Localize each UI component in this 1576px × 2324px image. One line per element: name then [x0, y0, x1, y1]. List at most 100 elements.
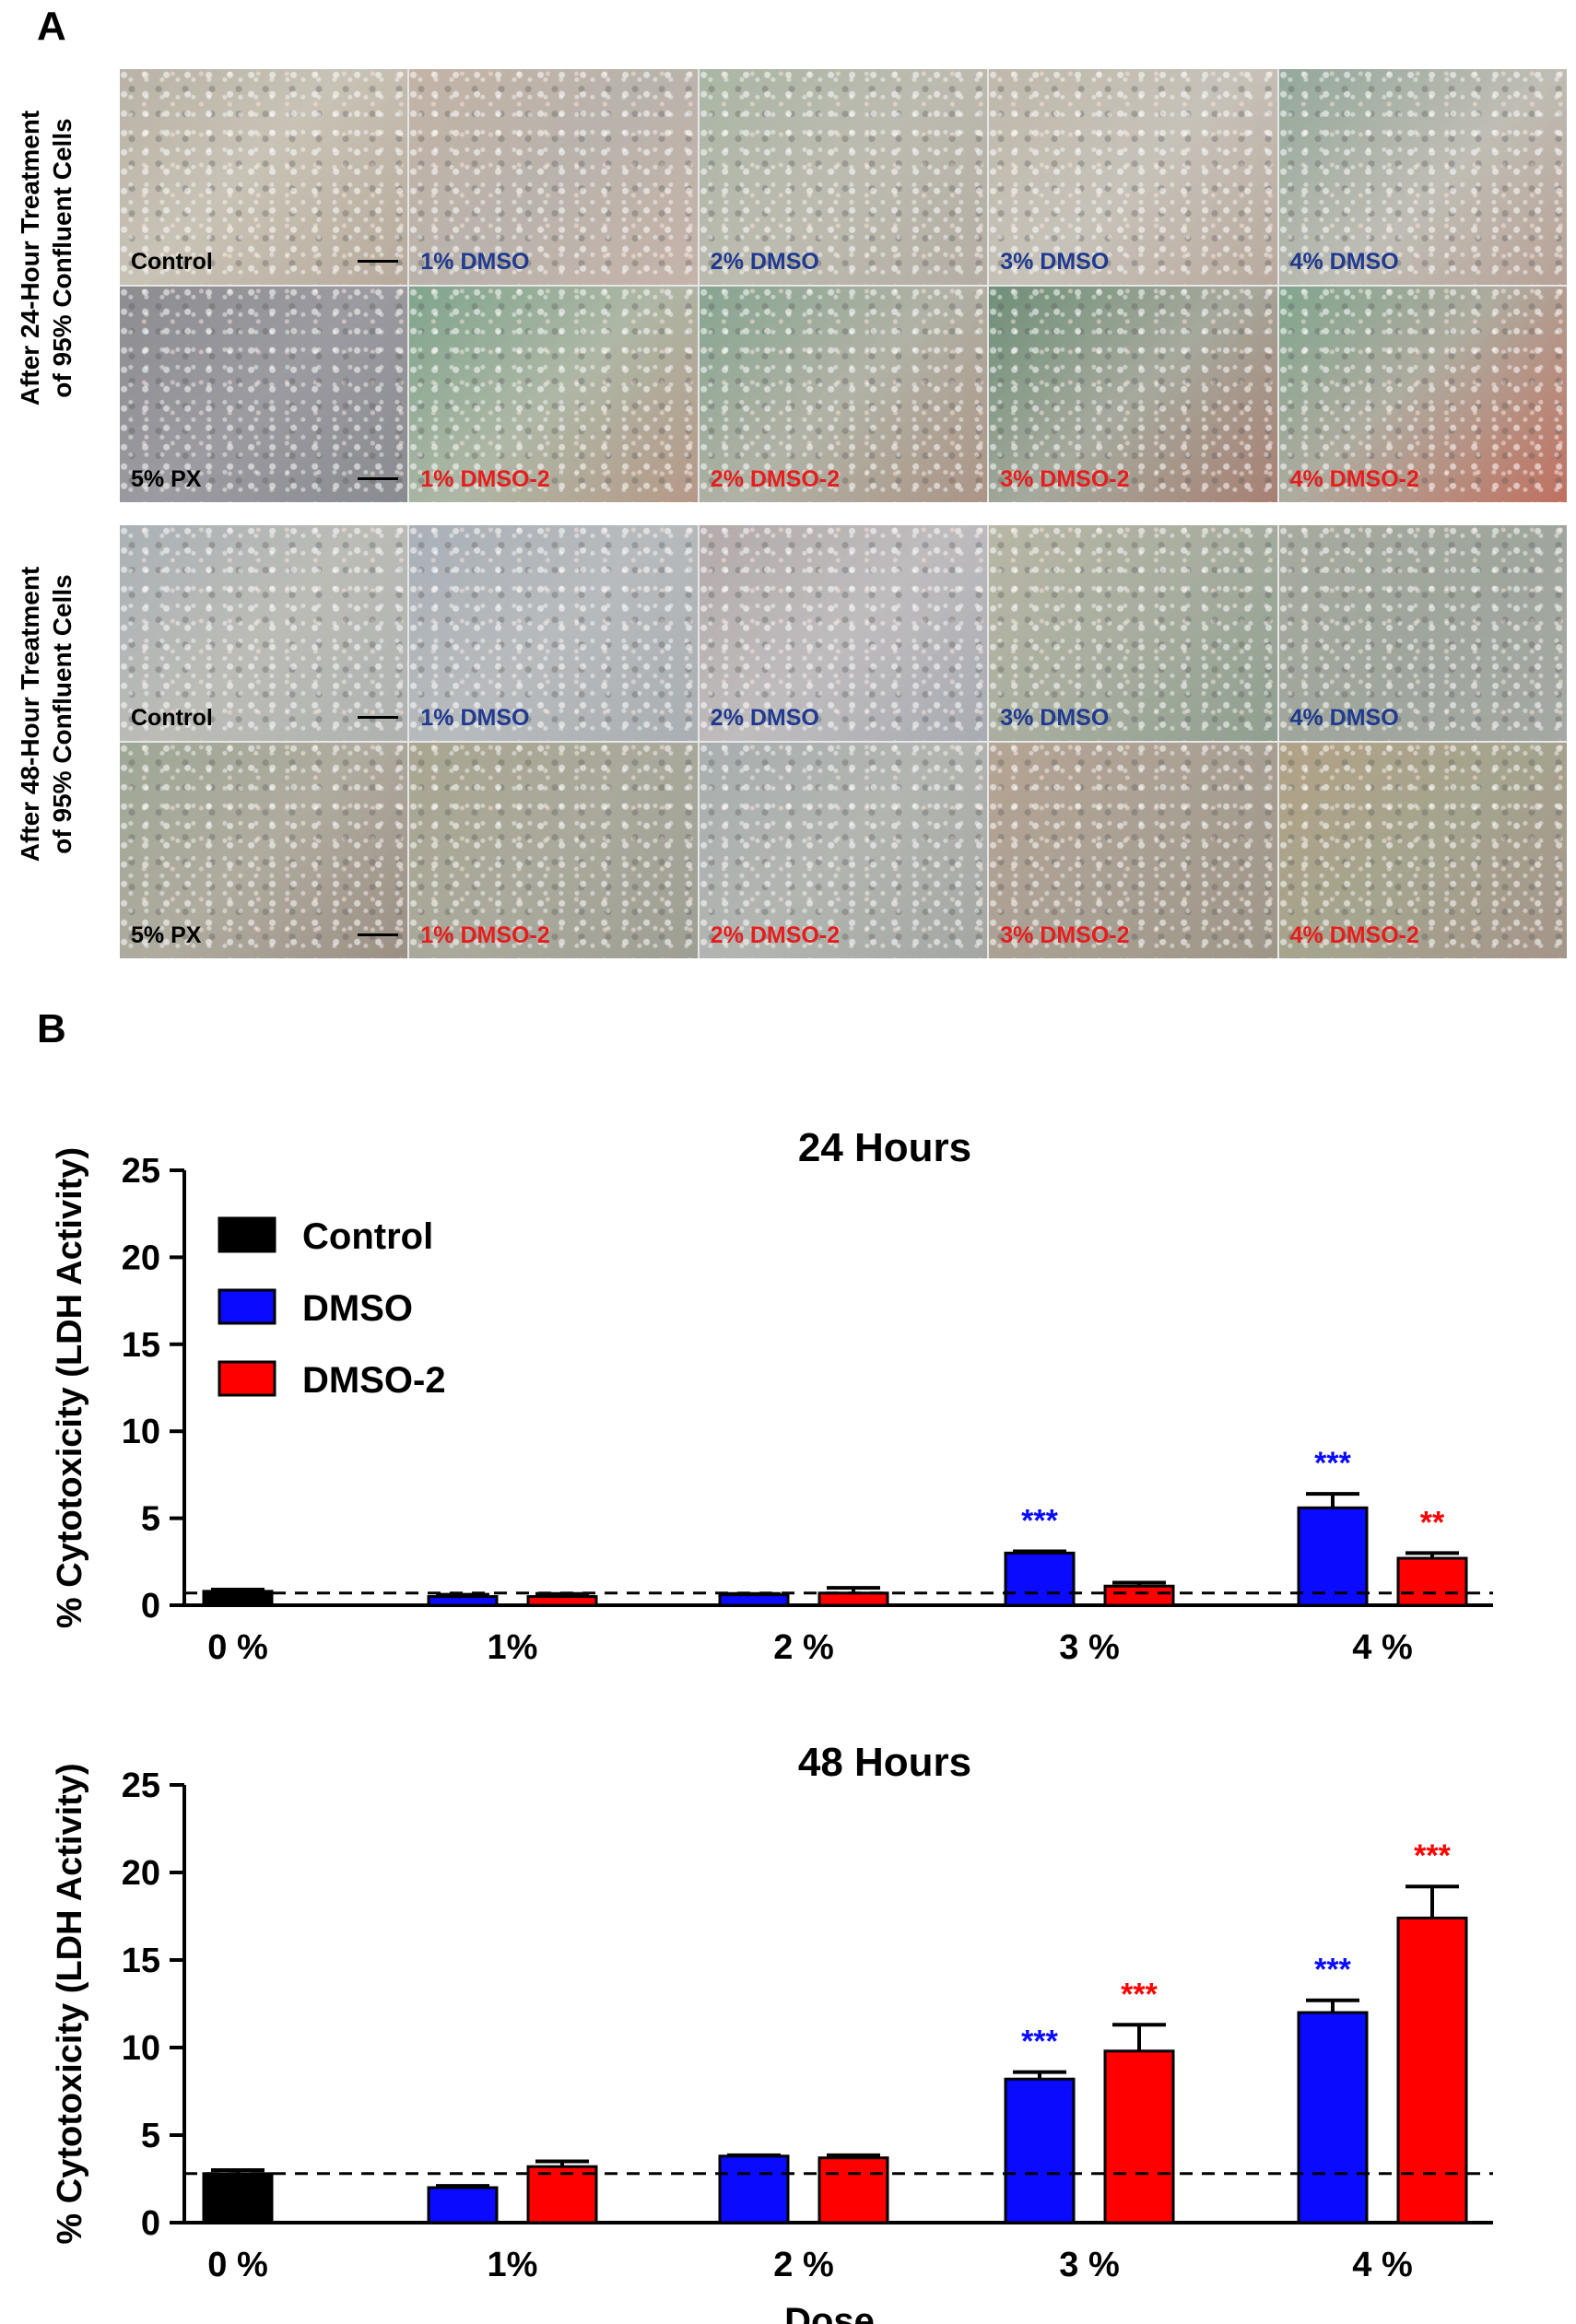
- bar-dmso: [718, 1593, 790, 1607]
- micrograph-tile: 2% DMSO: [699, 69, 988, 285]
- y-axis-title: % Cytotoxicity (LDH Activity): [51, 1147, 89, 1628]
- y-tick-label: 15: [122, 1326, 160, 1365]
- bar-dmso: [718, 2154, 790, 2224]
- tile-label: Control: [131, 249, 213, 275]
- x-tick-label: 0 %: [207, 1628, 267, 1667]
- side-label-24h-line2: of 95% Confluent Cells: [48, 118, 76, 398]
- y-tick-label: 15: [122, 1942, 160, 1980]
- bar-dmso: [427, 1595, 499, 1607]
- y-tick-label: 20: [122, 1238, 160, 1277]
- tile-label: 1% DMSO: [420, 249, 530, 275]
- chart-1: 0 5 10 15 20 25 % Cytotoxicity (LDH Activity) 4…: [51, 1740, 1493, 2324]
- bar-control: [202, 2172, 274, 2224]
- y-tick-label: 0: [141, 1587, 160, 1626]
- side-label-48h: After 48-Hour Treatment of 95% Confluent…: [0, 498, 92, 931]
- micrograph-tile: 3% DMSO: [989, 525, 1277, 741]
- tile-label: 3% DMSO-2: [1000, 922, 1130, 948]
- scale-bar: [358, 260, 399, 263]
- tile-label: 2% DMSO: [710, 705, 819, 731]
- y-axis-title: % Cytotoxicity (LDH Activity): [51, 1763, 89, 2244]
- side-label-24h-line1: After 24-Hour Treatment: [16, 110, 44, 406]
- tile-label: 2% DMSO-2: [710, 466, 841, 492]
- y-tick-label: 10: [122, 1413, 160, 1451]
- tile-label: 5% PX: [131, 466, 202, 492]
- scale-bar: [358, 716, 399, 719]
- x-tick-label: 3 %: [1059, 1628, 1119, 1667]
- panel-b-label: B: [37, 1006, 66, 1051]
- tile-label: 3% DMSO: [1000, 705, 1110, 731]
- bar-dmso-2: [1103, 1584, 1175, 1607]
- y-tick-label: 20: [122, 1854, 160, 1893]
- tile-label: 2% DMSO: [710, 249, 819, 275]
- significance-marker: ***: [1121, 1977, 1158, 2012]
- micrograph-tile: Control: [120, 69, 408, 285]
- micrograph-tile: 2% DMSO-2: [699, 287, 988, 502]
- side-label-48h-line1: After 48-Hour Treatment: [16, 566, 44, 863]
- x-tick-label: 4 %: [1352, 1628, 1412, 1667]
- bar-dmso-2: [526, 1595, 598, 1607]
- x-tick-label: 3 %: [1059, 2246, 1119, 2284]
- bar-dmso-2: [1396, 1916, 1468, 2224]
- significance-marker: ***: [1021, 2025, 1058, 2060]
- micrograph-tile: 3% DMSO-2: [989, 287, 1277, 502]
- legend-swatch: [218, 1216, 276, 1253]
- y-tick-label: 10: [122, 2029, 160, 2068]
- bar-dmso-2: [1103, 2049, 1175, 2224]
- y-tick-label: 0: [141, 2204, 160, 2243]
- tile-label: 2% DMSO-2: [710, 922, 841, 948]
- micrograph-tile: 5% PX: [120, 743, 408, 958]
- x-tick-label: 2 %: [773, 1628, 833, 1667]
- legend-label: DMSO: [302, 1288, 413, 1329]
- chart-0: 0 5 10 15 20 25 % Cytotoxicity (LDH Activity) 2…: [51, 1125, 1493, 1667]
- tile-label: 1% DMSO-2: [420, 466, 550, 492]
- cytotoxicity-charts: 0 5 10 15 20 25 % Cytotoxicity (LDH Activity) 2…: [51, 1125, 1493, 2324]
- micrograph-tile: 4% DMSO-2: [1278, 743, 1567, 958]
- tile-label: 4% DMSO: [1289, 705, 1399, 731]
- tile-label: 4% DMSO-2: [1289, 466, 1419, 492]
- y-tick-label: 5: [141, 2117, 160, 2155]
- significance-marker: **: [1420, 1505, 1445, 1540]
- x-tick-label: 4 %: [1352, 2246, 1412, 2284]
- bar-dmso: [1297, 2011, 1369, 2224]
- side-label-48h-line2: of 95% Confluent Cells: [48, 574, 76, 854]
- micrograph-tile: 1% DMSO-2: [409, 287, 698, 502]
- tile-label: 3% DMSO-2: [1000, 466, 1130, 492]
- tile-label: 5% PX: [131, 922, 202, 948]
- bar-dmso-2: [526, 2165, 598, 2224]
- bar-dmso-2: [817, 2156, 889, 2224]
- legend-swatch: [218, 1288, 276, 1325]
- tile-label: 1% DMSO: [420, 705, 530, 731]
- legend-swatch: [218, 1360, 276, 1397]
- legend-label: Control: [302, 1216, 433, 1257]
- micrograph-tile: 2% DMSO-2: [699, 743, 988, 958]
- significance-marker: ***: [1314, 1953, 1351, 1988]
- significance-marker: ***: [1021, 1503, 1058, 1538]
- x-tick-label: 2 %: [773, 2246, 833, 2284]
- chart-title: 48 Hours: [798, 1740, 971, 1785]
- y-tick-label: 25: [122, 1152, 160, 1191]
- scale-bar: [358, 933, 399, 936]
- tile-label: 3% DMSO: [1000, 249, 1110, 275]
- tile-label: 1% DMSO-2: [420, 922, 550, 948]
- bar-dmso: [1297, 1506, 1369, 1607]
- significance-marker: ***: [1414, 1838, 1451, 1873]
- x-tick-label: 1%: [488, 2246, 538, 2284]
- bar-dmso: [1004, 1551, 1076, 1607]
- micrograph-grid-24h: Control 1% DMSO 2% DMSO 3% DMSO 4% DMSO …: [120, 69, 1567, 502]
- micrograph-tile: 4% DMSO: [1278, 69, 1567, 285]
- micrograph-tile: 3% DMSO-2: [989, 743, 1277, 958]
- y-tick-label: 25: [122, 1766, 160, 1805]
- micrograph-tile: 5% PX: [120, 287, 408, 502]
- x-tick-label: 0 %: [207, 2246, 267, 2284]
- micrograph-block-48h: Control 1% DMSO 2% DMSO 3% DMSO 4% DMSO …: [120, 525, 1567, 958]
- tile-label: 4% DMSO: [1289, 249, 1399, 275]
- micrograph-tile: 4% DMSO: [1278, 525, 1567, 741]
- side-label-24h: After 24-Hour Treatment of 95% Confluent…: [0, 41, 92, 475]
- bar-dmso-2: [817, 1591, 889, 1607]
- chart-title: 24 Hours: [798, 1125, 971, 1170]
- micrograph-tile: 2% DMSO: [699, 525, 988, 741]
- significance-marker: ***: [1314, 1446, 1351, 1481]
- micrograph-tile: 4% DMSO-2: [1278, 287, 1567, 502]
- micrograph-grid-48h: Control 1% DMSO 2% DMSO 3% DMSO 4% DMSO …: [120, 525, 1567, 958]
- x-tick-label: 1%: [488, 1628, 538, 1667]
